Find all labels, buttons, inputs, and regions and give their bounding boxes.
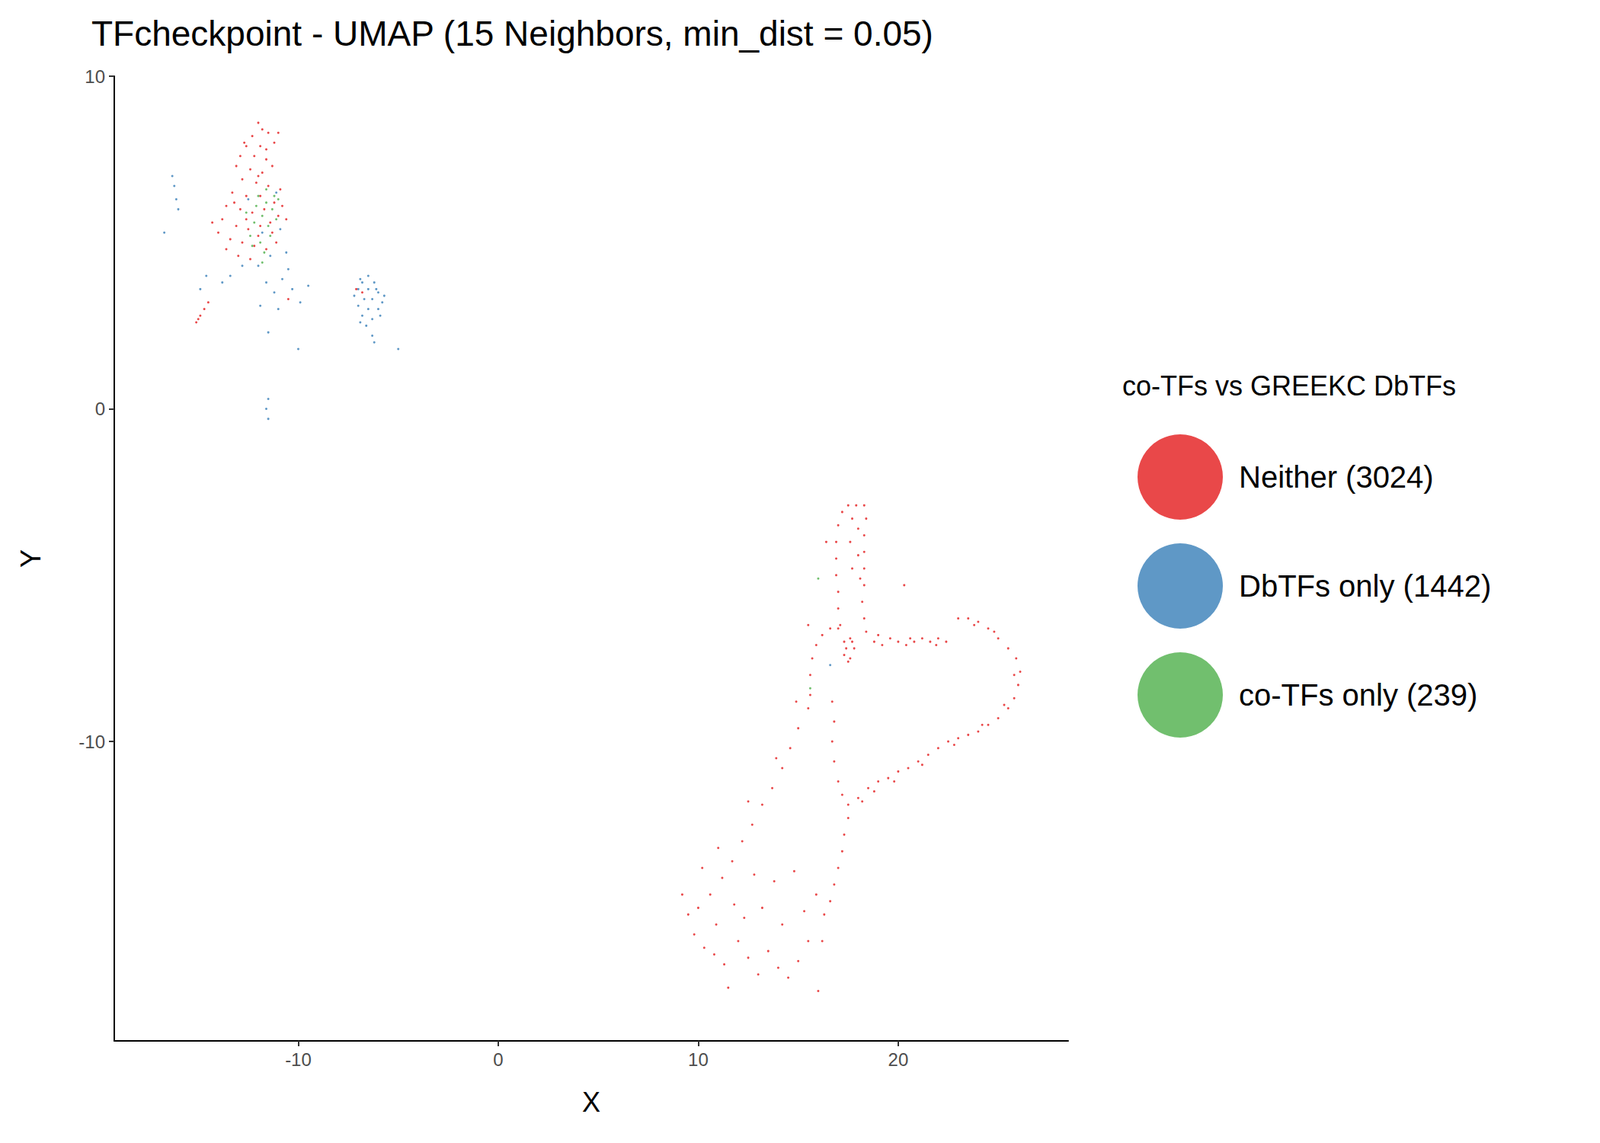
svg-text:DbTFs only (1442): DbTFs only (1442) xyxy=(1238,569,1492,603)
svg-text:10: 10 xyxy=(688,1049,709,1070)
svg-text:0: 0 xyxy=(95,398,106,420)
svg-text:co-TFs vs GREEKC DbTFs: co-TFs vs GREEKC DbTFs xyxy=(1122,370,1456,402)
svg-text:X: X xyxy=(582,1086,601,1118)
svg-text:Y: Y xyxy=(15,549,47,568)
svg-text:10: 10 xyxy=(84,66,106,87)
svg-text:Neither (3024): Neither (3024) xyxy=(1238,460,1434,494)
svg-text:-10: -10 xyxy=(78,731,106,752)
svg-text:20: 20 xyxy=(888,1049,909,1070)
svg-text:-10: -10 xyxy=(284,1049,312,1070)
svg-text:0: 0 xyxy=(492,1049,503,1070)
svg-text:TFcheckpoint - UMAP (15 Neighb: TFcheckpoint - UMAP (15 Neighbors, min_d… xyxy=(91,13,934,54)
svg-text:co-TFs only (239): co-TFs only (239) xyxy=(1238,678,1478,712)
